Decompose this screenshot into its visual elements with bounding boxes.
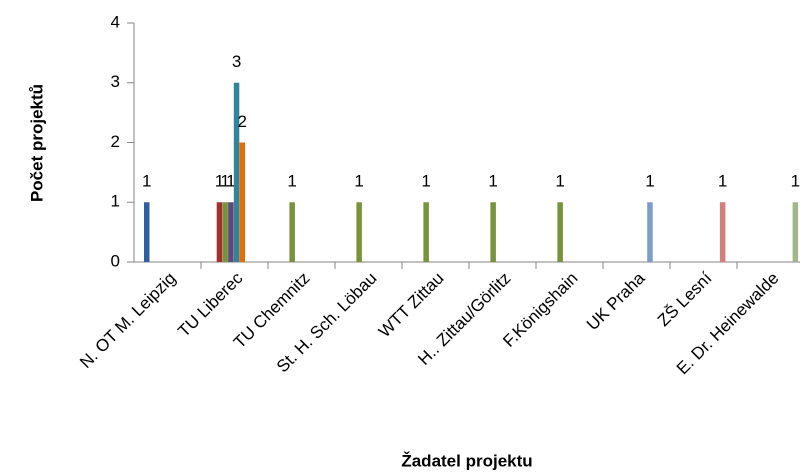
bar [222,202,228,262]
y-axis-title: Počet projektů [27,84,46,202]
bar [144,202,150,262]
bar [216,202,223,262]
x-tick-label: N. OT M. Leipzig [76,269,179,372]
data-label: 1 [645,172,654,191]
bar [557,202,563,262]
data-label: 1 [718,172,727,191]
x-tick-label: ZŠ Lesní [654,268,716,330]
data-label: 1 [421,172,430,191]
bar [356,202,362,262]
data-label: 1 [791,172,800,191]
bar [289,202,295,262]
bar [490,202,496,262]
bar [239,142,245,262]
y-tick-label: 3 [111,72,120,91]
x-tick-label: TU Liberec [174,268,247,341]
data-label: 1 [488,172,497,191]
data-label: 1 [142,172,151,191]
y-tick-label: 0 [111,251,120,270]
data-label: 1 [287,172,296,191]
bar [647,202,653,262]
y-tick-label: 4 [111,12,120,31]
data-label: 1 [220,172,229,191]
bar [423,202,429,262]
data-label: 1 [555,172,564,191]
bar [719,202,726,262]
bar [792,202,799,262]
data-label: 3 [232,52,241,71]
data-label: 1 [215,172,224,191]
x-axis-title: Žadatel projektu [401,451,532,470]
data-label: 1 [226,172,235,191]
x-tick-label: UK Praha [583,268,649,334]
x-tick-label: WTT Zittau [375,269,448,342]
y-tick-label: 1 [111,192,120,211]
data-label: 1 [354,172,363,191]
bar [228,202,234,262]
bar [233,82,240,262]
y-tick-label: 2 [111,132,120,151]
data-label: 2 [238,112,247,131]
